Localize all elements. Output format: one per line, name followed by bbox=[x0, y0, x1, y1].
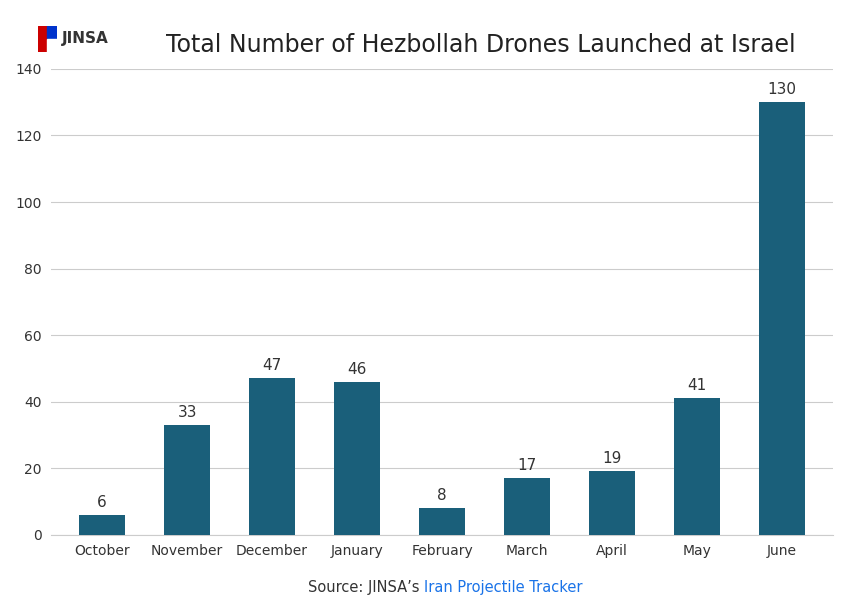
Bar bbox=[79, 515, 126, 535]
Text: 8: 8 bbox=[438, 488, 447, 503]
Bar bbox=[38, 39, 47, 52]
Text: 47: 47 bbox=[262, 358, 282, 373]
Text: 19: 19 bbox=[602, 451, 622, 467]
Text: 6: 6 bbox=[98, 495, 107, 510]
Text: 46: 46 bbox=[348, 362, 366, 376]
Bar bbox=[673, 398, 721, 535]
Bar bbox=[248, 378, 295, 535]
Text: Source: JINSA’s: Source: JINSA’s bbox=[308, 580, 424, 595]
Bar bbox=[47, 39, 57, 52]
Bar bbox=[589, 472, 635, 535]
Bar bbox=[419, 508, 466, 535]
Text: 41: 41 bbox=[688, 378, 706, 393]
Bar bbox=[47, 26, 57, 39]
Bar bbox=[504, 478, 550, 535]
Text: 33: 33 bbox=[177, 405, 197, 420]
Bar bbox=[759, 102, 806, 535]
Bar bbox=[38, 26, 47, 39]
Bar bbox=[333, 382, 381, 535]
Text: JINSA: JINSA bbox=[62, 31, 109, 46]
Title: Total Number of Hezbollah Drones Launched at Israel: Total Number of Hezbollah Drones Launche… bbox=[166, 34, 796, 57]
Text: 17: 17 bbox=[517, 458, 537, 473]
Text: Iran Projectile Tracker: Iran Projectile Tracker bbox=[424, 580, 583, 595]
Bar bbox=[164, 425, 210, 535]
Text: 130: 130 bbox=[767, 82, 796, 97]
